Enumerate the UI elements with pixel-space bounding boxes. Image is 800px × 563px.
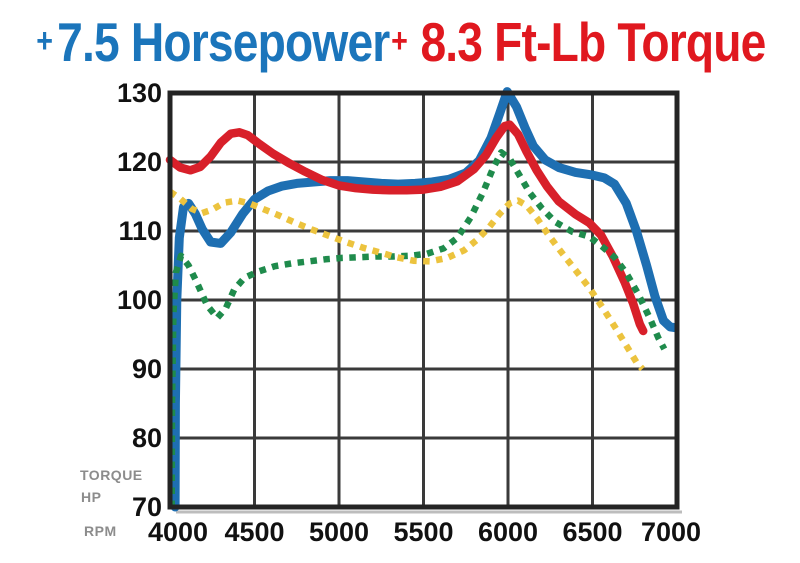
- y-tick-label: 100: [117, 285, 162, 315]
- x-tick-label: 4000: [148, 517, 208, 547]
- x-axis-tick-labels: 4000 4500 5000 5500 6000 6500 7000: [148, 517, 701, 547]
- x-tick-label: 6500: [562, 517, 622, 547]
- x-tick-label: 4500: [224, 517, 284, 547]
- torque-axis-label: TORQUE: [80, 467, 143, 483]
- x-tick-label: 5500: [393, 517, 453, 547]
- x-tick-label: 5000: [309, 517, 369, 547]
- curve-series: [165, 87, 679, 512]
- plot-border: [167, 90, 680, 510]
- horsepower-gain-text: 7.5 Horsepower: [57, 11, 390, 73]
- y-tick-label: 90: [132, 354, 162, 384]
- y-axis-tick-labels: 130 120 110 100 90 80 70: [117, 78, 162, 522]
- y-tick-label: 110: [118, 216, 162, 246]
- gains-headline: +7.5 Horsepower +8.3 Ft-Lb Torque: [36, 2, 766, 82]
- y-tick-label: 130: [117, 78, 162, 108]
- y-tick-label: 80: [132, 423, 162, 453]
- y-tick-label: 70: [132, 492, 162, 522]
- y-tick-label: 120: [117, 147, 162, 177]
- x-tick-label: 6000: [478, 517, 538, 547]
- plus-icon-blue: +: [36, 21, 53, 60]
- hp-axis-label: HP: [81, 489, 102, 505]
- torque-gain-text: 8.3 Ft-Lb Torque: [420, 11, 766, 73]
- x-tick-label: 7000: [641, 517, 701, 547]
- yellow-dotted-line: [168, 189, 645, 372]
- plus-icon-red: +: [391, 21, 408, 60]
- blue-solid-line: [170, 87, 679, 512]
- red-solid-line: [165, 120, 648, 336]
- plot-frame: [167, 90, 680, 510]
- rpm-axis-label: RPM: [84, 523, 117, 539]
